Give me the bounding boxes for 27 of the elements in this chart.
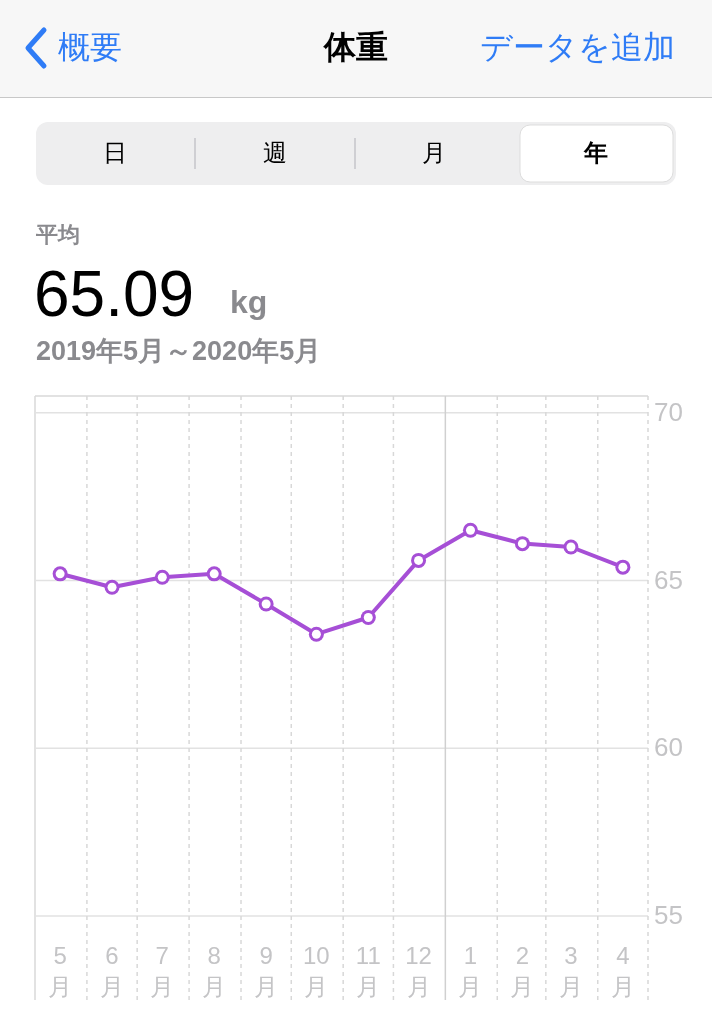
chart-title: 体重 — [324, 29, 388, 65]
text: 年 — [582, 139, 609, 166]
x-tick-label: 3月 — [557, 941, 584, 1003]
x-tick-label: 8月 — [201, 941, 228, 1003]
x-tick-label: 1月 — [457, 941, 484, 1003]
x-tick-label: 4月 — [609, 941, 636, 1003]
text: kg — [230, 284, 268, 320]
text: 週 — [262, 139, 288, 166]
text: 平均 — [36, 222, 80, 247]
x-tick-label: 9月 — [253, 941, 280, 1003]
text: 月 — [421, 139, 447, 166]
x-tick-label: 11月 — [354, 941, 382, 1003]
y-tick-label: 65 — [654, 564, 683, 595]
text: 65.09 — [34, 258, 195, 330]
y-tick-label: 70 — [654, 396, 683, 427]
x-tick-label: 10月 — [302, 941, 331, 1003]
x-tick-label: 6月 — [99, 941, 126, 1003]
chart-subtitle: 2019年5月～2020年5月 — [36, 336, 322, 366]
x-tick-label: 2月 — [509, 941, 536, 1003]
x-tick-label: 7月 — [149, 941, 176, 1003]
x-tick-label: 5月 — [47, 941, 74, 1003]
text: データを追加 — [480, 29, 675, 65]
text: 日 — [102, 139, 128, 166]
text: 概要 — [58, 29, 122, 65]
x-tick-label: 12月 — [404, 941, 433, 1003]
y-tick-label: 55 — [654, 900, 683, 931]
y-tick-label: 60 — [654, 732, 683, 763]
